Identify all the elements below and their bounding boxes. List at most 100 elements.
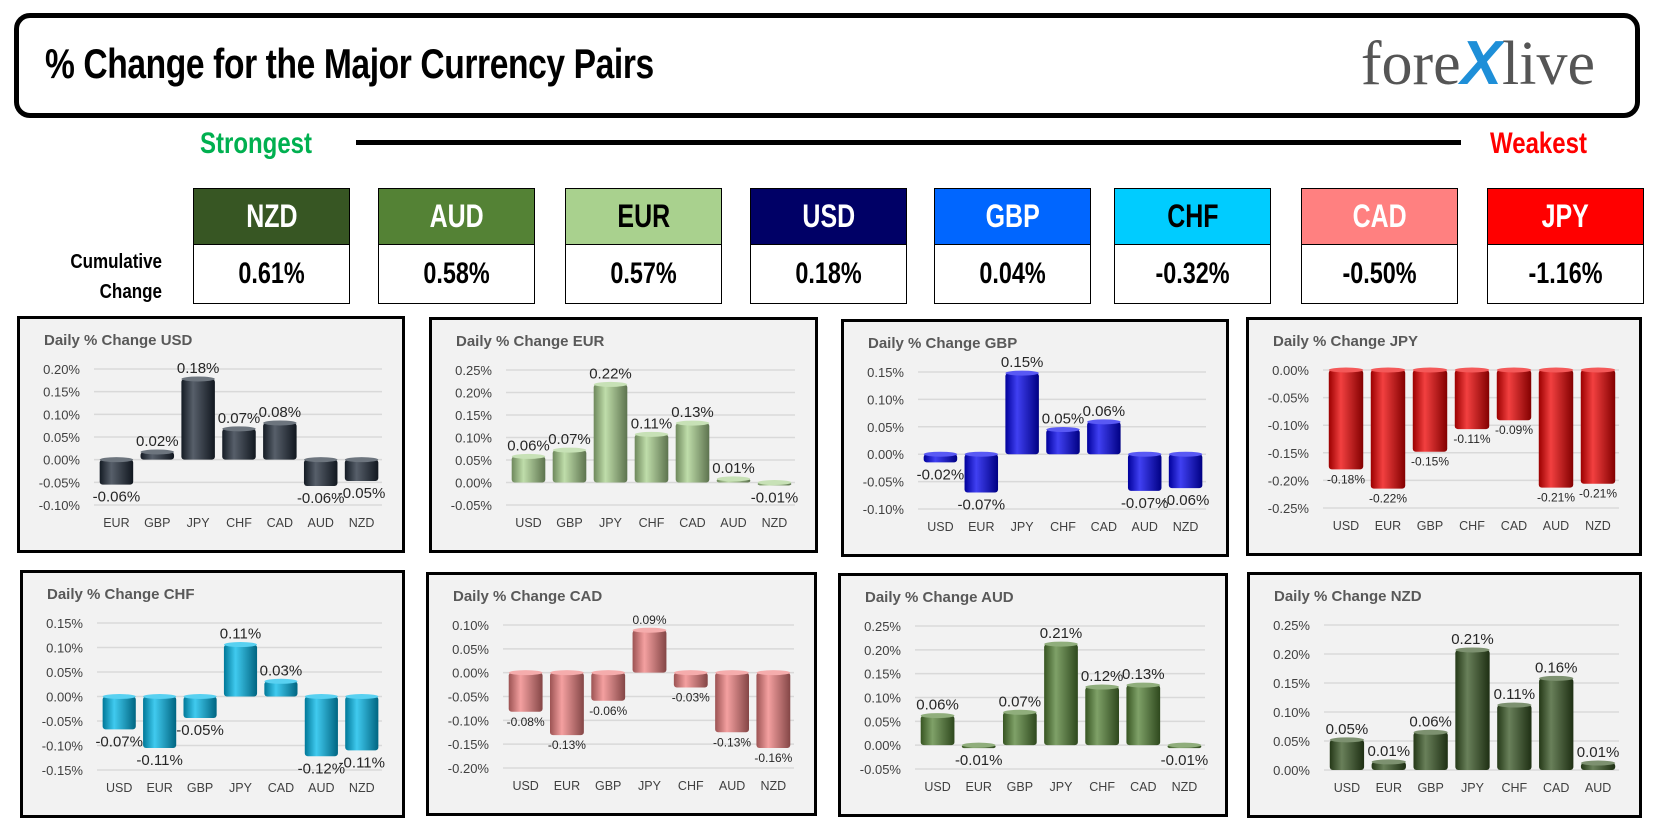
currency-name: CAD (1302, 189, 1457, 245)
bar-cap (757, 480, 792, 485)
data-label: 0.01% (712, 460, 755, 477)
data-label: 0.03% (260, 662, 303, 679)
x-tick-label: AUD (719, 779, 745, 793)
bar-cap (920, 713, 955, 719)
y-tick-label: -0.10% (1268, 418, 1310, 433)
bar-cap (1371, 759, 1406, 765)
bar-jpy (223, 644, 258, 697)
x-tick-label: USD (512, 779, 538, 793)
x-tick-label: CAD (1501, 519, 1527, 533)
currency-box-aud: AUD 0.58% (378, 188, 535, 304)
y-tick-label: 0.25% (1273, 618, 1310, 633)
bar-jpy (181, 378, 215, 460)
bar-gbp (591, 672, 626, 701)
y-tick-label: -0.05% (451, 498, 493, 513)
bar-cap (1370, 367, 1406, 373)
data-label: 0.12% (1081, 668, 1124, 685)
data-label: -0.21% (1579, 487, 1617, 501)
bar-cap (923, 451, 958, 457)
bar-cap (345, 694, 379, 699)
bar-cap (1167, 742, 1202, 748)
chart-title: Daily % Change GBP (868, 335, 1017, 352)
chart-nzd: Daily % Change NZD 0.00% 0.05% 0.10% 0.15% 0.… (1247, 572, 1642, 818)
data-label: 0.06% (916, 697, 959, 714)
x-tick-label: GBP (1007, 780, 1033, 794)
x-tick-label: USD (927, 520, 953, 534)
page-title: % Change for the Major Currency Pairs (45, 40, 654, 87)
y-tick-label: -0.05% (42, 714, 84, 729)
x-tick-label: AUD (308, 516, 334, 530)
data-label: 0.09% (632, 613, 666, 627)
bar-gbp (183, 696, 217, 719)
data-label: -0.01% (751, 490, 799, 507)
x-tick-label: CHF (1459, 519, 1485, 533)
currency-code: USD (802, 198, 855, 234)
y-tick-label: -0.20% (448, 761, 490, 776)
bar-cap (1539, 675, 1574, 681)
data-label: -0.15% (1411, 455, 1449, 469)
bar-cap (1412, 367, 1448, 373)
currency-box-chf: CHF -0.32% (1114, 188, 1271, 304)
strength-scale-line (356, 140, 1461, 145)
cumulative-value: -1.16% (1488, 245, 1643, 303)
chart-title: Daily % Change EUR (456, 333, 605, 350)
chart-svg: Daily % Change JPY -0.25% -0.20% -0.15% -0.1… (1268, 333, 1619, 533)
chart-eur: Daily % Change EUR -0.05% 0.00% 0.05% 0.10% 0… (429, 317, 818, 553)
x-tick-label: AUD (1543, 519, 1569, 533)
data-label: -0.11% (136, 752, 182, 769)
x-tick-label: USD (1334, 781, 1360, 795)
bar-chf (222, 428, 256, 460)
cumulative-value-text: -1.16% (1528, 257, 1603, 290)
x-tick-label: USD (106, 781, 132, 795)
bar-cap (304, 694, 338, 699)
x-tick-label: NZD (349, 516, 375, 530)
data-label: -0.12% (298, 760, 346, 777)
chart-chf: Daily % Change CHF -0.15% -0.10% -0.05% 0.00… (20, 570, 405, 818)
cumulative-value: 0.57% (566, 245, 721, 303)
bar-cap (1413, 729, 1448, 735)
bar-cap (223, 642, 258, 648)
bar-cap (756, 670, 791, 676)
bar-cad (1496, 370, 1532, 421)
chart-svg: Daily % Change GBP -0.10% -0.05% 0.00% 0.05%… (863, 335, 1210, 534)
currency-box-gbp: GBP 0.04% (934, 188, 1091, 304)
data-label: -0.02% (917, 466, 965, 483)
cumulative-value-text: 0.04% (979, 257, 1046, 290)
data-label: -0.03% (672, 690, 710, 704)
bar-nzd (1168, 454, 1203, 489)
data-label: 0.05% (1326, 721, 1369, 738)
y-tick-label: 0.15% (43, 385, 80, 400)
y-tick-label: 0.15% (1273, 676, 1310, 691)
data-label: 0.01% (1368, 743, 1411, 760)
cumulative-value: -0.50% (1302, 245, 1457, 303)
currency-code: CAD (1352, 198, 1407, 234)
cumulative-value-text: -0.50% (1342, 257, 1417, 290)
bar-usd (1328, 370, 1364, 470)
x-tick-label: NZD (761, 779, 787, 793)
bar-cap (715, 670, 749, 676)
data-label: 0.07% (218, 410, 261, 427)
bar-cap (1087, 419, 1121, 425)
bar-cap (181, 376, 215, 382)
logo-x: X (1460, 29, 1503, 98)
data-label: -0.07% (95, 733, 143, 750)
cumulative-change-label: Cumulative Change (67, 247, 162, 307)
bar-usd (508, 672, 543, 712)
data-label: 0.08% (259, 404, 302, 421)
bar-eur (99, 459, 134, 485)
bar-chf (1085, 687, 1120, 746)
bar-jpy (593, 384, 628, 483)
data-label: -0.07% (1121, 495, 1169, 512)
currency-name: GBP (935, 189, 1090, 245)
weakest-label: Weakest (1490, 127, 1587, 160)
y-tick-label: 0.00% (1273, 763, 1310, 778)
bar-gbp (1413, 732, 1448, 770)
bar-usd (511, 456, 546, 483)
y-tick-label: -0.15% (448, 737, 490, 752)
chart-title: Daily % Change CAD (453, 588, 602, 605)
cumulative-label-line2: Change (99, 281, 162, 303)
cumulative-value-text: 0.58% (423, 257, 490, 290)
x-tick-label: NZD (349, 781, 375, 795)
y-tick-label: 0.10% (864, 691, 901, 706)
x-tick-label: CAD (268, 781, 294, 795)
